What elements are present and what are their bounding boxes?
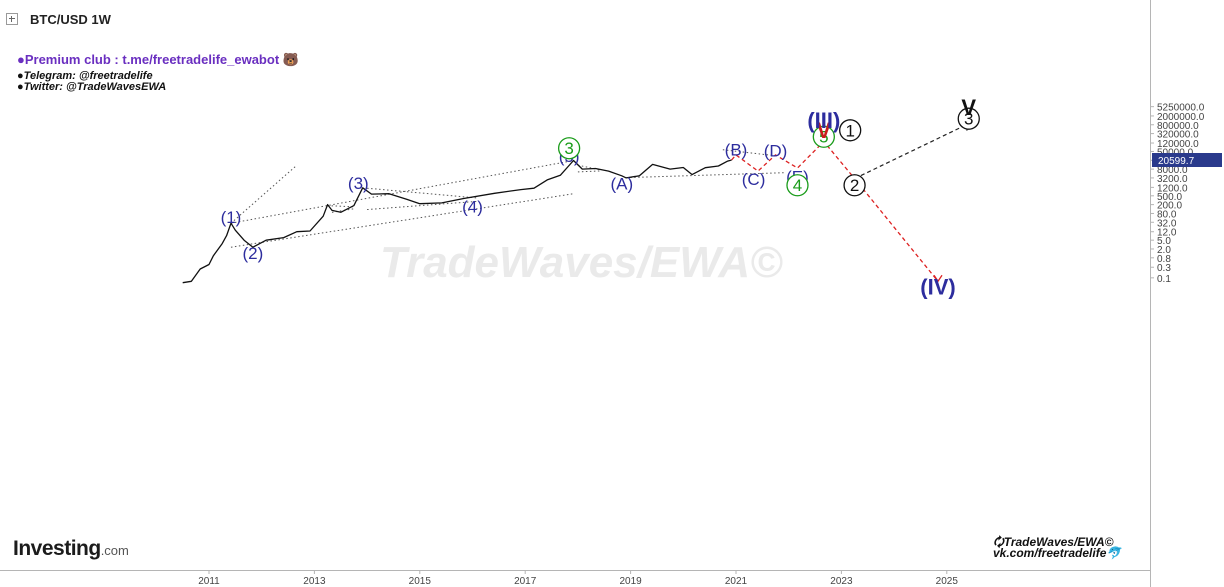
wave-label: 3 (964, 110, 973, 129)
y-tick-label: 120000.0 (1157, 139, 1199, 150)
wave-label: (III) (807, 108, 840, 133)
telegram-handle: ●Telegram: @freetradelife (17, 70, 153, 82)
y-tick-label: 2.0 (1157, 245, 1171, 256)
wave-label: 4 (793, 176, 802, 195)
x-tick-label: 2019 (619, 576, 642, 587)
trendline (722, 149, 776, 157)
y-tick-label: 320000.0 (1157, 130, 1199, 141)
plot-background (0, 0, 1150, 570)
wave-label: V (816, 118, 831, 143)
symbol-title[interactable]: BTC/USD 1W (30, 12, 111, 27)
wave-label-circle (839, 119, 862, 142)
y-tick-label: 800000.0 (1157, 121, 1199, 132)
wave-label: 2 (850, 176, 859, 195)
y-tick-label: 12.0 (1157, 228, 1177, 239)
wave-label: (4) (462, 198, 483, 217)
wave-label: (2) (243, 244, 264, 263)
wave-label: 3 (564, 139, 573, 158)
wave-label: 1 (845, 121, 854, 140)
trendline (230, 193, 574, 248)
watermark: TradeWaves/EWA© (380, 238, 783, 287)
x-tick-label: 2015 (409, 576, 432, 587)
add-symbol-icon[interactable] (6, 13, 18, 25)
y-tick-label: 1200.0 (1157, 183, 1188, 194)
investing-logo-text: Investing (13, 537, 101, 560)
wave-label: (C) (742, 170, 766, 189)
y-tick-label: 32.0 (1157, 218, 1177, 229)
price-layer (182, 159, 732, 284)
trendlines-layer (230, 149, 785, 248)
wave-label-circle (786, 174, 809, 197)
x-tick-label: 2025 (936, 576, 959, 587)
investing-logo: Investing.com (13, 537, 129, 561)
y-tick-label: 0.8 (1157, 254, 1171, 265)
y-tick-label: 80.0 (1157, 209, 1177, 220)
wave-label-circle (557, 137, 581, 160)
wave-label: 5 (819, 128, 828, 147)
wave-label: (3) (348, 174, 369, 193)
last-price-label: 20599.7 (1158, 156, 1195, 167)
y-tick-label: 5250000.0 (1157, 103, 1205, 114)
y-tick-label: 5.0 (1157, 236, 1171, 247)
wave-label: (IV) (920, 274, 955, 299)
credit-brand: 🗘TradeWaves/EWA© (993, 535, 1114, 549)
premium-club-link[interactable]: ●Premium club : t.me/freetradelife_ewabo… (17, 52, 299, 67)
wave-label: (B) (725, 141, 748, 160)
twitter-handle: ●Twitter: @TradeWavesEWA (17, 81, 167, 93)
trendline (230, 164, 298, 224)
wave-label-circle (812, 125, 835, 148)
investing-logo-suffix: .com (100, 543, 129, 558)
y-tick-label: 2000000.0 (1157, 112, 1205, 123)
wave-label-circle (957, 107, 980, 130)
wave-label: (A) (610, 174, 633, 193)
wave-label: (D) (764, 141, 788, 160)
projection-alt-line (854, 123, 970, 180)
y-tick-label: 3200.0 (1157, 174, 1188, 185)
y-tick-label: 8000.0 (1157, 165, 1188, 176)
y-tick-label: 50000.0 (1157, 147, 1194, 158)
wave-label: V (961, 95, 976, 120)
wave-label: (1) (221, 208, 242, 227)
last-price-badge (1152, 153, 1222, 167)
x-tick-label: 2017 (514, 576, 537, 587)
x-tick-label: 2023 (830, 576, 853, 587)
y-tick-label: 200.0 (1157, 201, 1182, 212)
x-tick-label: 2013 (303, 576, 326, 587)
price-line (182, 159, 732, 284)
projection-main-line (731, 140, 939, 282)
wave-labels-layer: (1)(2)(3)(4)(5)(A)(B)(C)(D)(E)345V(III)1… (221, 95, 980, 299)
projection-main-arrowhead (933, 274, 943, 283)
chart-plot-area (0, 0, 1150, 570)
x-tick-label: 2011 (198, 576, 220, 587)
y-tick-label: 500.0 (1157, 192, 1182, 203)
y-tick-label: 0.3 (1157, 263, 1171, 274)
credit-vk: vk.com/freetradelife🐬 (993, 546, 1122, 560)
wave-label-circle (843, 174, 866, 197)
y-tick-label: 0.1 (1157, 274, 1171, 285)
trendline (327, 205, 354, 208)
x-tick-label: 2021 (725, 576, 748, 587)
